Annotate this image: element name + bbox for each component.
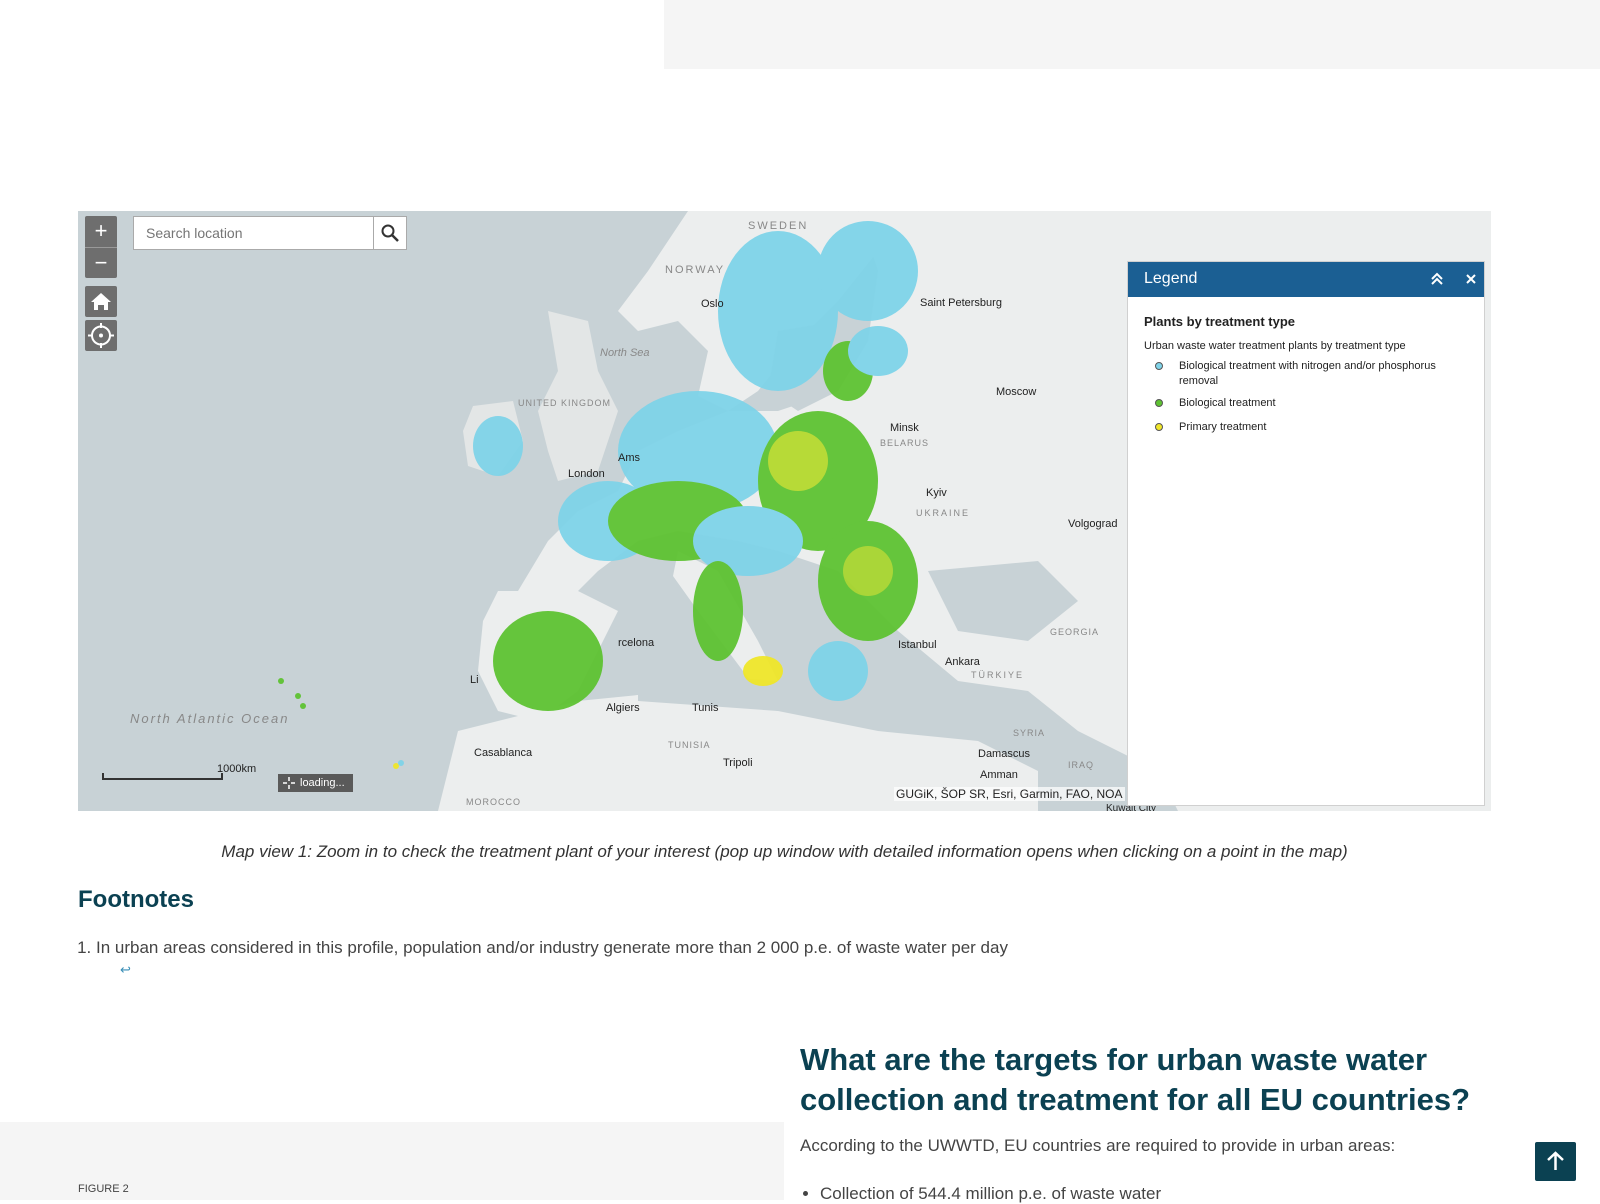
legend-panel: Legend Plants by treatment type Urban wa… <box>1127 261 1485 806</box>
section-heading: What are the targets for urban waste wat… <box>800 1040 1500 1120</box>
legend-item-label: Primary treatment <box>1179 420 1464 435</box>
label-amman: Amman <box>980 769 1018 781</box>
home-button[interactable] <box>85 286 117 317</box>
label-istanbul: Istanbul <box>898 639 937 651</box>
arrow-up-icon <box>1535 1142 1576 1181</box>
label-north-sea: North Sea <box>600 347 650 359</box>
label-tunis: Tunis <box>692 702 719 714</box>
zoom-in-button[interactable]: + <box>85 216 117 247</box>
label-turkiye: TÜRKIYE <box>971 670 1024 680</box>
loading-indicator: loading... <box>278 774 353 792</box>
section-bullets: Collection of 544.4 million p.e. of wast… <box>820 1184 1161 1204</box>
label-amsterdam: Ams <box>618 452 641 464</box>
label-casablanca: Casablanca <box>474 747 533 759</box>
label-belarus: BELARUS <box>880 438 929 448</box>
legend-header: Legend <box>1128 262 1484 297</box>
map-view[interactable]: SWEDEN NORWAY North Sea UNITED KINGDOM O… <box>78 211 1491 811</box>
search-button[interactable] <box>374 217 406 249</box>
circle-icon <box>1155 399 1163 407</box>
label-tunisia: TUNISIA <box>668 740 711 750</box>
scale-bar: 1000km <box>102 763 242 790</box>
label-iraq: IRAQ <box>1068 760 1094 770</box>
legend-item: Biological treatment with nitrogen and/o… <box>1144 359 1464 389</box>
label-georgia: GEORGIA <box>1050 627 1099 637</box>
close-icon <box>1462 270 1480 288</box>
label-saint-petersburg: Saint Petersburg <box>920 297 1002 309</box>
label-volgograd: Volgograd <box>1068 518 1118 530</box>
zoom-control: + − <box>85 216 117 278</box>
label-damascus: Damascus <box>978 748 1030 760</box>
legend-item-label: Biological treatment <box>1179 396 1464 411</box>
legend-title: Plants by treatment type <box>1144 314 1295 329</box>
label-morocco: MOROCCO <box>466 797 521 807</box>
legend-subtitle: Urban waste water treatment plants by tr… <box>1144 340 1406 352</box>
label-london: London <box>568 468 605 480</box>
circle-icon <box>1155 423 1163 431</box>
footnotes-title: Footnotes <box>78 886 194 914</box>
search-icon <box>374 217 406 249</box>
map-caption: Map view 1: Zoom in to check the treatme… <box>78 842 1491 862</box>
loading-text: loading... <box>300 777 345 789</box>
home-icon <box>85 286 117 317</box>
legend-item-label: Biological treatment with nitrogen and/o… <box>1179 359 1464 389</box>
label-ankara: Ankara <box>945 656 981 668</box>
close-button[interactable] <box>1462 270 1480 288</box>
back-to-top-button[interactable] <box>1535 1142 1576 1181</box>
legend-item: Primary treatment <box>1144 420 1464 435</box>
label-kyiv: Kyiv <box>926 487 947 499</box>
footnotes-list: In urban areas considered in this profil… <box>96 938 1008 958</box>
locate-button[interactable] <box>85 320 117 351</box>
figure-label: FIGURE 2 <box>78 1183 129 1195</box>
label-barcelona: rcelona <box>618 637 655 649</box>
label-oslo: Oslo <box>701 298 724 310</box>
label-united-kingdom: UNITED KINGDOM <box>518 398 611 408</box>
label-north-atlantic: North Atlantic Ocean <box>130 711 289 726</box>
crosshair-icon <box>283 777 295 789</box>
bullet-item: Collection of 544.4 million p.e. of wast… <box>820 1184 1161 1204</box>
label-tripoli: Tripoli <box>723 757 753 769</box>
search-box <box>133 216 407 250</box>
zoom-out-button[interactable]: − <box>85 247 117 278</box>
top-gray-band <box>664 0 1600 69</box>
map-attribution: GUGiK, ŠOP SR, Esri, Garmin, FAO, NOA <box>894 787 1125 801</box>
label-moscow: Moscow <box>996 386 1036 398</box>
section-intro: According to the UWWTD, EU countries are… <box>800 1136 1395 1156</box>
circle-icon <box>1155 362 1163 370</box>
collapse-button[interactable] <box>1428 270 1446 288</box>
search-input[interactable] <box>134 217 374 249</box>
label-lisbon: Li <box>470 674 479 686</box>
scale-label: 1000km <box>217 763 256 775</box>
label-norway: NORWAY <box>665 264 725 276</box>
label-minsk: Minsk <box>890 422 919 434</box>
footnote-backref-link[interactable]: ↩ <box>120 962 131 978</box>
footnote-item: In urban areas considered in this profil… <box>96 938 1008 958</box>
label-sweden: SWEDEN <box>748 220 808 232</box>
label-syria: SYRIA <box>1013 728 1045 738</box>
label-ukraine: UKRAINE <box>916 508 970 518</box>
label-algiers: Algiers <box>606 702 640 714</box>
legend-header-title: Legend <box>1144 270 1197 288</box>
chevron-double-up-icon <box>1428 270 1446 288</box>
legend-item: Biological treatment <box>1144 396 1464 411</box>
locate-icon <box>85 320 117 351</box>
